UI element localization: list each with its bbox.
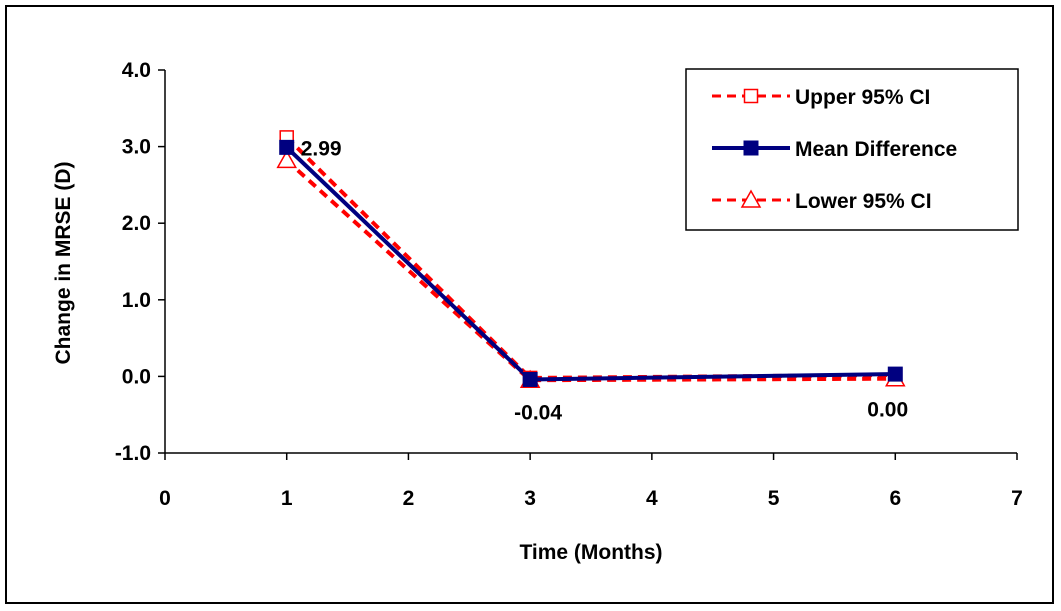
legend-label: Upper 95% CI bbox=[795, 86, 930, 109]
y-tick-label: 0.0 bbox=[122, 365, 151, 388]
x-tick-label: 6 bbox=[889, 487, 901, 510]
y-tick-label: -1.0 bbox=[115, 442, 151, 465]
series-line bbox=[285, 158, 896, 383]
series-point bbox=[279, 139, 295, 155]
data-labels: 2.99 -0.04 0.00 bbox=[301, 137, 908, 424]
legend-marker bbox=[743, 140, 759, 156]
data-label: -0.04 bbox=[514, 401, 562, 424]
series-point bbox=[887, 366, 903, 382]
data-label: 0.00 bbox=[867, 398, 908, 421]
x-tick-label: 2 bbox=[403, 487, 415, 510]
y-tick-label: 1.0 bbox=[122, 289, 151, 312]
x-tick-label: 4 bbox=[646, 487, 658, 510]
legend-marker bbox=[740, 189, 762, 208]
y-tick-label: 4.0 bbox=[122, 59, 151, 82]
x-tick-label: 0 bbox=[159, 487, 171, 510]
data-label: 2.99 bbox=[301, 137, 342, 160]
axes: -1.0 0.0 1.0 2.0 3.0 4.0 0 1 2 3 4 5 6 7 bbox=[115, 59, 1023, 510]
y-tick-label: 2.0 bbox=[122, 212, 151, 235]
series-layer bbox=[276, 130, 906, 388]
y-axis-title: Change in MRSE (D) bbox=[52, 162, 75, 365]
legend-marker bbox=[743, 88, 759, 104]
x-axis-title: Time (Months) bbox=[519, 541, 662, 564]
y-tick-label: 3.0 bbox=[122, 136, 151, 159]
legend-label: Mean Difference bbox=[795, 138, 957, 161]
series-point bbox=[522, 371, 538, 387]
legend: Upper 95% CI Mean Difference Lower 95% CI bbox=[685, 68, 1019, 231]
series-point bbox=[276, 149, 297, 169]
x-tick-label: 5 bbox=[768, 487, 780, 510]
legend-label: Lower 95% CI bbox=[795, 190, 932, 213]
x-tick-label: 3 bbox=[524, 487, 536, 510]
x-tick-label: 1 bbox=[281, 487, 293, 510]
x-tick-label: 7 bbox=[1011, 487, 1023, 510]
